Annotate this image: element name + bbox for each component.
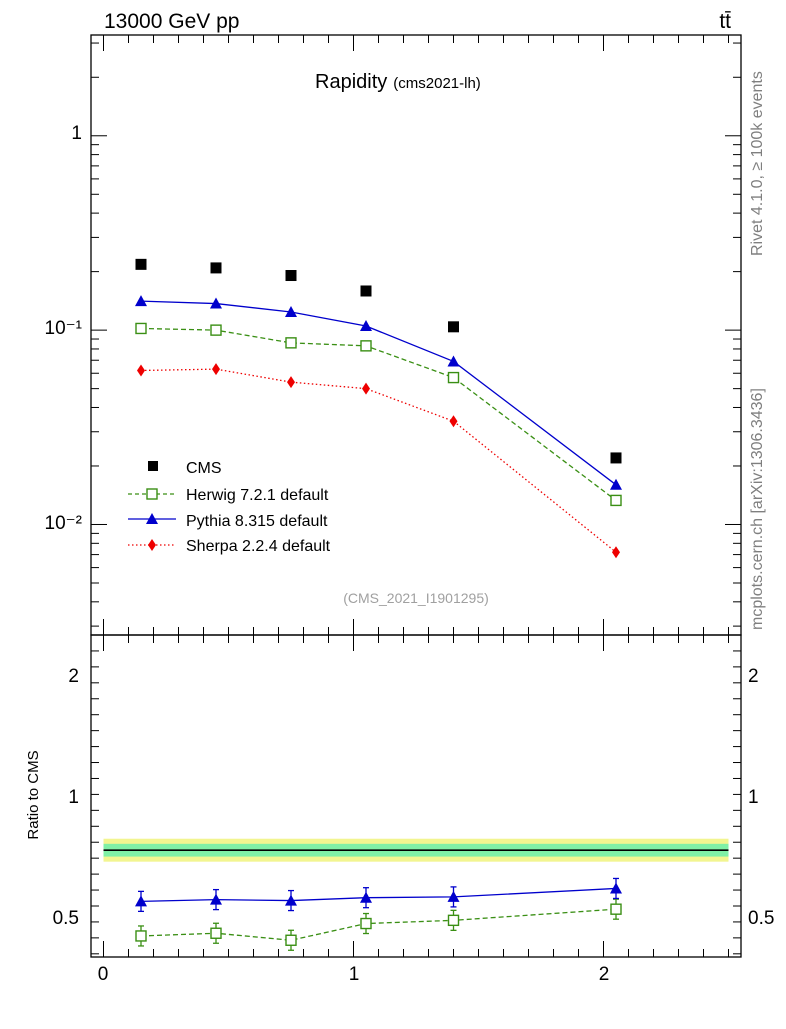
main-ytick-label-1: 1: [71, 123, 82, 144]
legend-marker-sherpa: [148, 539, 156, 551]
main-point-herwig-3: [360, 340, 372, 352]
xtick-label-2: 2: [599, 964, 610, 985]
ratio-point-herwig-5: [610, 903, 622, 915]
legend-marker-herwig: [146, 488, 158, 500]
main-point-sherpa-5: [612, 546, 620, 559]
legend-label-cms: CMS: [186, 460, 222, 477]
ratio-point-herwig-3: [360, 917, 372, 930]
ratio-point-herwig-0: [135, 930, 147, 942]
main-point-pythia-2: [285, 305, 297, 317]
main-point-cms-0: [135, 258, 147, 270]
ratio-ytick-label-1-right: 1: [748, 787, 759, 808]
legend-label-herwig: Herwig 7.2.1 default: [186, 487, 329, 504]
analysis-watermark: (CMS_2021_I1901295): [343, 590, 489, 606]
ratio-ytick-label-2: 2: [68, 666, 79, 687]
main-point-cms-4: [448, 321, 459, 333]
ratio-ylabel: Ratio to CMS: [25, 750, 42, 839]
ratio-frame: [90, 634, 742, 958]
rivet-version-label: Rivet 4.1.0, ≥ 100k events: [749, 71, 766, 256]
legend-marker-pythia: [146, 513, 158, 524]
xtick-label-0: 0: [98, 964, 109, 985]
main-point-pythia-3: [360, 320, 372, 332]
main-line-sherpa: [140, 368, 617, 553]
main-point-herwig-2: [285, 337, 297, 349]
main-point-sherpa-3: [362, 382, 370, 395]
main-ytick-label-0.01: 10⁻²: [45, 513, 83, 534]
main-point-herwig-4: [447, 371, 460, 384]
ratio-point-pythia-4: [447, 890, 460, 902]
legend-label-sherpa: Sherpa 2.2.4 default: [186, 538, 331, 555]
ratio-line-herwig: [140, 908, 617, 941]
main-point-pythia-1: [210, 297, 222, 309]
ratio-ytick-label-1: 1: [68, 787, 79, 808]
main-line-herwig: [140, 327, 617, 501]
main-point-cms-5: [610, 452, 622, 464]
plot-title: Rapidity (cms2021-lh): [315, 71, 481, 93]
ratio-point-herwig-1: [210, 927, 222, 939]
main-point-cms-1: [210, 262, 222, 274]
main-point-sherpa-0: [137, 364, 145, 377]
main-point-cms-3: [360, 285, 372, 297]
ratio-point-pythia-5: [610, 882, 622, 894]
ratio-point-herwig-4: [447, 914, 460, 927]
ratio-point-herwig-2: [285, 934, 297, 946]
legend: [128, 461, 176, 551]
main-point-sherpa-2: [287, 376, 295, 389]
ratio-point-pythia-3: [360, 891, 372, 903]
legend-marker-cms: [148, 461, 158, 471]
xtick-label-1: 1: [349, 964, 360, 985]
legend-label-pythia: Pythia 8.315 default: [186, 513, 328, 530]
main-point-sherpa-1: [212, 363, 220, 376]
ratio-line-pythia: [140, 887, 617, 903]
main-point-herwig-5: [610, 494, 622, 507]
ratio-ytick-label-0.5-right: 0.5: [748, 908, 774, 929]
process-label: tt̄: [719, 10, 731, 33]
main-point-sherpa-4: [449, 415, 458, 428]
main-point-herwig-1: [210, 324, 222, 336]
beam-label: 13000 GeV pp: [104, 10, 239, 33]
main-ytick-label-0.1: 10⁻¹: [45, 318, 83, 339]
ratio-point-pythia-2: [285, 894, 297, 906]
mcplots-label: mcplots.cern.ch [arXiv:1306.3436]: [749, 388, 766, 630]
main-line-pythia: [140, 300, 617, 486]
main-point-pythia-5: [610, 478, 622, 490]
ratio-ytick-label-2-right: 2: [748, 666, 759, 687]
main-point-herwig-0: [135, 322, 147, 335]
ratio-ytick-label-0.5: 0.5: [53, 908, 79, 929]
main-point-cms-2: [285, 270, 297, 282]
ratio-point-pythia-0: [135, 895, 147, 907]
main-point-pythia-0: [135, 295, 147, 307]
ratio-point-pythia-1: [210, 893, 222, 905]
main-point-pythia-4: [447, 355, 460, 367]
